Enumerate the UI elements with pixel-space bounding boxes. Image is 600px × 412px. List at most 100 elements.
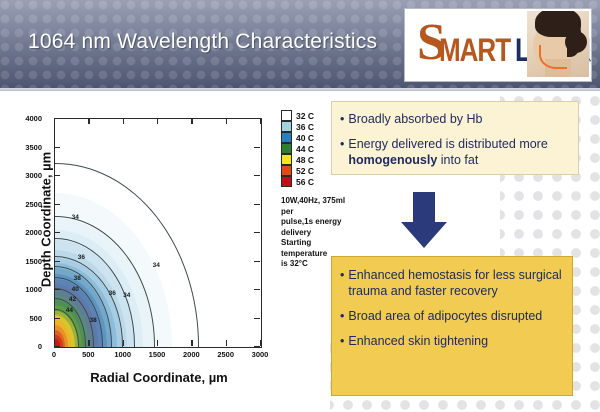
x-tick-label: 3000 xyxy=(251,350,269,359)
x-tick-bottom xyxy=(225,340,228,346)
y-tick-right xyxy=(254,317,260,319)
bullet-dot-icon: • xyxy=(340,112,345,126)
y-tick-right xyxy=(254,346,260,348)
legend-swatch-icon xyxy=(281,165,292,176)
callout-bottom-bullet-3: • Enhanced skin tightening xyxy=(340,333,562,349)
y-tick xyxy=(54,317,60,319)
callout-top-bullet-2: • Energy delivered is distributed more ho… xyxy=(340,136,568,168)
legend-swatch-icon xyxy=(281,154,292,165)
x-tick xyxy=(54,118,56,124)
temperature-legend: 32 C 36 C 40 C 44 C 48 C 52 C 56 C xyxy=(281,110,314,187)
x-tick-bottom xyxy=(54,340,56,346)
y-tick-label: 3000 xyxy=(25,171,42,180)
legend-item-48: 48 C xyxy=(281,154,314,165)
y-axis-title: Depth Coordinate, µm xyxy=(38,151,54,288)
legend-swatch-icon xyxy=(281,176,292,187)
page-title: 1064 nm Wavelength Characteristics xyxy=(28,30,378,53)
smartlifting-logo: S MART LIFTING ™ xyxy=(404,8,592,82)
x-tick-label: 0 xyxy=(51,350,57,359)
contour-label-34-0: 34 xyxy=(152,261,160,269)
legend-swatch-icon xyxy=(281,121,292,132)
x-tick xyxy=(225,118,228,124)
legend-swatch-icon xyxy=(281,143,292,154)
legend-label: 32 C xyxy=(296,110,314,121)
legend-item-40: 40 C xyxy=(281,132,314,143)
logo-face-image xyxy=(527,11,589,77)
legend-item-44: 44 C xyxy=(281,143,314,154)
contour-label-34-1: 34 xyxy=(123,291,131,299)
arrow-shaft xyxy=(413,192,435,224)
x-tick-label: 1000 xyxy=(114,350,131,359)
bullet-dot-icon: • xyxy=(340,309,345,323)
callout-bottom-bullet-1: • Enhanced hemostasis for less surgical t… xyxy=(340,267,562,299)
legend-label: 52 C xyxy=(296,165,314,176)
param-line-3: delivery xyxy=(281,227,312,237)
x-tick-label: 1500 xyxy=(148,350,166,359)
logo-hair-bun xyxy=(565,31,587,53)
contour-label-38-6: 38 xyxy=(73,275,81,283)
param-line-1: 10W,40Hz, 375ml per xyxy=(281,196,346,216)
x-tick-label: 2500 xyxy=(217,350,234,359)
header-underline xyxy=(0,88,600,91)
callout-bottom-bullet-text: Enhanced hemostasis for less surgical tr… xyxy=(348,268,562,298)
contour-label-34-2: 34 xyxy=(71,213,79,221)
callout-bottom-bullet-text: Broad area of adipocytes disrupted xyxy=(348,309,543,323)
x-axis-title: Radial Coordinate, µm xyxy=(90,370,228,385)
callout-top-bullet-text: Broadly absorbed by Hb xyxy=(348,112,483,126)
param-line-5: is 32°C xyxy=(281,259,308,268)
y-tick-right xyxy=(254,232,260,234)
contour-label-36-3: 36 xyxy=(108,290,116,297)
bullet-dot-icon: • xyxy=(340,268,345,282)
x-tick xyxy=(88,118,90,124)
param-line-4: Starting temperature xyxy=(281,238,328,258)
x-tick-label: 2000 xyxy=(182,350,200,359)
y-tick-right xyxy=(254,289,260,291)
legend-item-36: 36 C xyxy=(281,121,314,132)
contour-label-42-8: 42 xyxy=(68,296,77,304)
y-tick-right xyxy=(254,118,260,120)
y-tick-right xyxy=(254,146,260,148)
legend-label: 48 C xyxy=(296,154,314,165)
logo-smart-text: MART xyxy=(439,31,511,69)
y-tick xyxy=(54,175,60,177)
y-tick xyxy=(54,260,60,262)
bullet-dot-icon: • xyxy=(340,137,345,151)
treatment-parameters: 10W,40Hz, 375ml per pulse,1s energy deli… xyxy=(281,196,359,270)
y-tick-label: 4000 xyxy=(25,114,42,123)
y-tick-label: 0 xyxy=(37,342,42,351)
param-line-2: pulse,1s energy xyxy=(281,217,342,226)
contour-label-44-9: 44 xyxy=(65,306,73,314)
legend-label: 36 C xyxy=(296,121,314,132)
arrow-head xyxy=(401,222,447,248)
x-tick xyxy=(122,118,125,124)
x-tick-bottom xyxy=(122,340,125,346)
y-tick xyxy=(54,232,60,234)
callout-top-bullet-1: • Broadly absorbed by Hb xyxy=(340,111,568,127)
y-tick xyxy=(54,118,60,120)
y-tick-label: 1500 xyxy=(25,256,42,266)
x-tick-bottom xyxy=(260,340,262,346)
x-tick-bottom xyxy=(157,340,159,346)
y-tick-label: 1000 xyxy=(25,285,42,294)
contour-label-36-4: 36 xyxy=(77,254,85,262)
y-tick-right xyxy=(254,175,260,177)
x-tick xyxy=(191,118,193,124)
bullet-dot-icon: • xyxy=(340,334,345,348)
logo-s-letter: S xyxy=(417,14,446,71)
y-tick xyxy=(54,346,60,348)
callout-bottom-bullet-2: • Broad area of adipocytes disrupted xyxy=(340,308,562,324)
plot-area: 34 34 34 36 36 38 38 40 42 44 xyxy=(54,118,262,348)
legend-item-32: 32 C xyxy=(281,110,314,121)
logo-treatment-line xyxy=(539,45,567,69)
legend-label: 56 C xyxy=(296,176,314,187)
legend-swatch-icon xyxy=(281,132,292,143)
y-tick xyxy=(54,146,60,148)
callout-bottom-bullet-text: Enhanced skin tightening xyxy=(348,334,489,348)
contour-label-40-7: 40 xyxy=(71,286,79,293)
legend-label: 44 C xyxy=(296,143,314,154)
x-tick xyxy=(260,118,262,124)
legend-swatch-icon xyxy=(281,110,292,121)
legend-item-52: 52 C xyxy=(281,165,314,176)
x-tick xyxy=(157,118,159,124)
callout-box-top: • Broadly absorbed by Hb • Energy delivered… xyxy=(331,101,579,175)
